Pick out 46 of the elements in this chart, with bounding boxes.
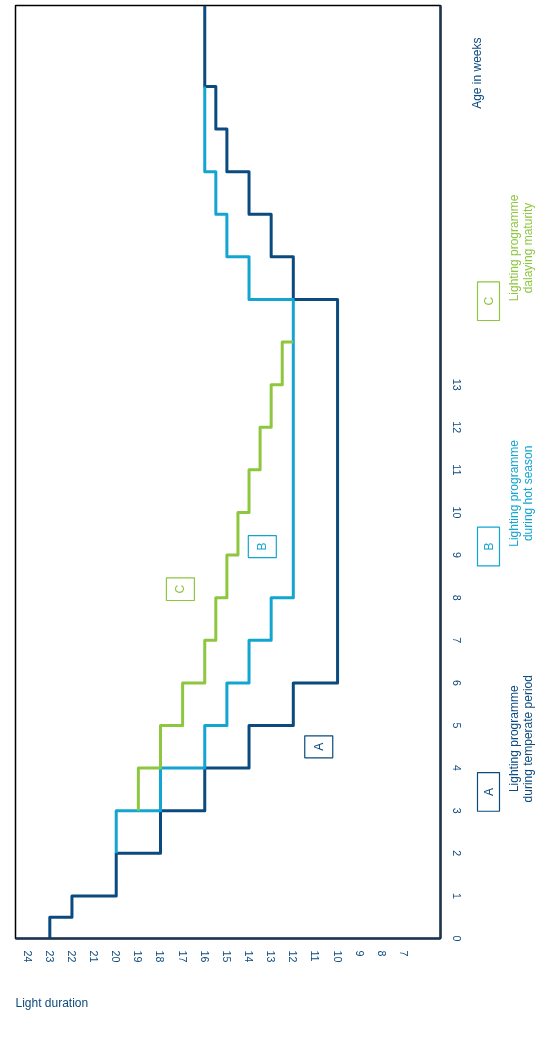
annotation: B (255, 542, 270, 551)
x-tick-label: 7 (397, 950, 410, 957)
x-tick-label: 12 (287, 950, 300, 963)
annotation: A (311, 742, 326, 751)
x-tick-label: 9 (353, 950, 366, 957)
y-tick-label: 13 (450, 378, 463, 391)
x-tick-label: 16 (198, 950, 211, 963)
line-series (114, 84, 295, 855)
text: Lighting programme during hot season (506, 439, 535, 547)
line-series (136, 340, 295, 813)
y-tick-label: 9 (450, 552, 463, 559)
x-tick-label: 15 (220, 950, 233, 963)
y-tick-label: 1 (450, 892, 463, 899)
y-tick-label: 12 (450, 421, 463, 434)
x-tick-label: 10 (331, 950, 344, 963)
x-tick-label: 19 (132, 950, 145, 963)
x-tick-label: 17 (176, 950, 189, 963)
text: C (481, 296, 496, 306)
x-axis-title: Light duration (15, 996, 89, 1010)
text: Lighting programme dalaying maturity (506, 194, 535, 302)
text: A (481, 787, 496, 796)
line-series (48, 5, 340, 939)
text: B (481, 542, 496, 551)
y-tick-label: 3 (450, 807, 463, 814)
x-tick-label: 8 (375, 950, 388, 957)
y-tick-label: 0 (450, 935, 463, 942)
text: Lighting programme during temperate period (506, 675, 535, 803)
x-tick-label: 24 (21, 950, 34, 963)
x-tick-label: 11 (309, 950, 322, 962)
y-tick-label: 4 (450, 765, 463, 772)
x-tick-label: 14 (243, 950, 256, 963)
y-tick-label: 11 (450, 464, 463, 476)
y-tick-label: 10 (450, 506, 463, 519)
annotation: C (173, 584, 188, 594)
y-tick-label: 6 (450, 679, 463, 686)
x-tick-label: 22 (65, 950, 78, 963)
y-axis-title: Age in weeks (469, 37, 484, 109)
x-tick-label: 21 (88, 950, 101, 963)
y-tick-label: 5 (450, 722, 463, 729)
x-tick-label: 23 (43, 950, 56, 963)
x-tick-label: 13 (265, 950, 278, 963)
y-tick-label: 8 (450, 594, 463, 601)
y-tick-label: 7 (450, 637, 463, 644)
x-tick-label: 20 (110, 950, 123, 963)
x-tick-label: 18 (154, 950, 167, 963)
y-tick-label: 2 (450, 850, 463, 857)
